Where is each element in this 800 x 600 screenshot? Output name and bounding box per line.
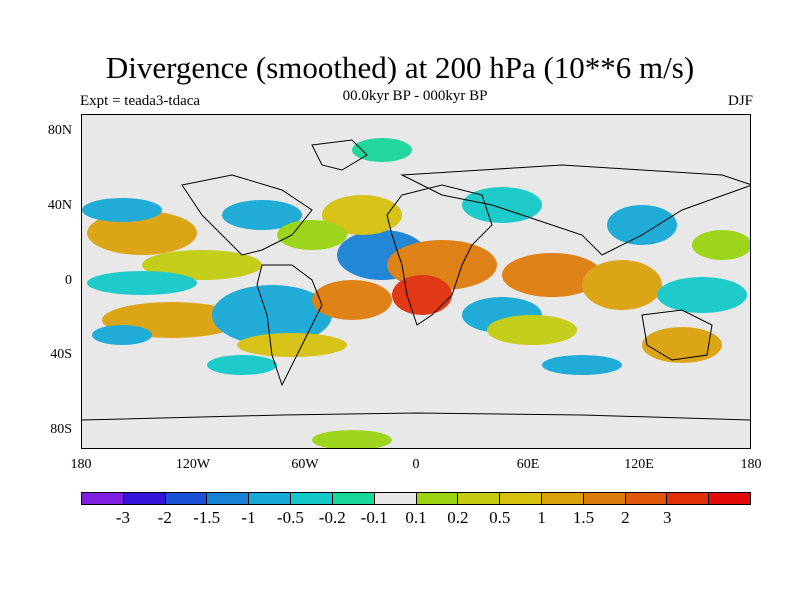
lon-label-60w: 60W [291,457,319,472]
divergence-map [81,114,751,449]
colorbar-swatch [123,493,166,504]
experiment-label: Expt = teada3-tdaca [80,93,201,109]
colorbar-swatch [207,493,250,504]
colorbar-swatch [458,493,501,504]
colorbar-swatch [332,493,375,504]
lon-label-0: 0 [412,457,420,472]
lon-label-180w: 180 [70,457,92,472]
colorbar-label: 0.2 [447,508,469,527]
colorbar-swatch [500,493,542,504]
colorbar-label: -0.1 [360,508,388,527]
lat-label-0: 0 [65,273,72,288]
colorbar-swatch [165,493,208,504]
colorbar-swatch [667,493,710,504]
colorbar-swatch [625,493,668,504]
colorbar-label: -1 [241,508,256,527]
period-label: 00.0kyr BP - 000kyr BP [342,88,488,104]
lon-label-120w: 120W [175,457,211,472]
lon-label-60e: 60E [516,457,540,472]
colorbar-swatch [374,493,417,504]
colorbar-swatch [291,493,333,504]
colorbar-swatch [249,493,292,504]
colorbar-label: 1.5 [572,508,595,527]
colorbar-label: -3 [115,508,130,527]
colorbar-label: -1.5 [193,508,221,527]
colorbar-label: 0.1 [405,508,427,527]
coastlines [82,139,750,421]
season-label: DJF [727,93,753,109]
lat-label-80s: 80S [50,422,72,437]
lat-label-40n: 40N [47,198,72,213]
lat-label-40s: 40S [50,347,72,362]
divergence-field [82,138,750,448]
colorbar-label: -2 [157,508,172,527]
colorbar [81,492,751,505]
colorbar-swatch [82,493,124,504]
colorbar-label: 0.5 [489,508,511,527]
colorbar-swatch [416,493,459,504]
lon-label-120e: 120E [624,457,654,472]
lat-label-80n: 80N [47,123,72,138]
colorbar-label: 2 [621,508,630,527]
colorbar-label: 1 [537,508,546,527]
colorbar-swatch [709,493,750,504]
colorbar-label: -0.5 [276,508,304,527]
colorbar-swatch [541,493,584,504]
colorbar-label: 3 [663,508,672,527]
plot-title: Divergence (smoothed) at 200 hPa (10**6 … [105,50,695,85]
colorbar-swatch [583,493,626,504]
lon-label-180e: 180 [740,457,762,472]
colorbar-label: -0.2 [318,508,346,527]
